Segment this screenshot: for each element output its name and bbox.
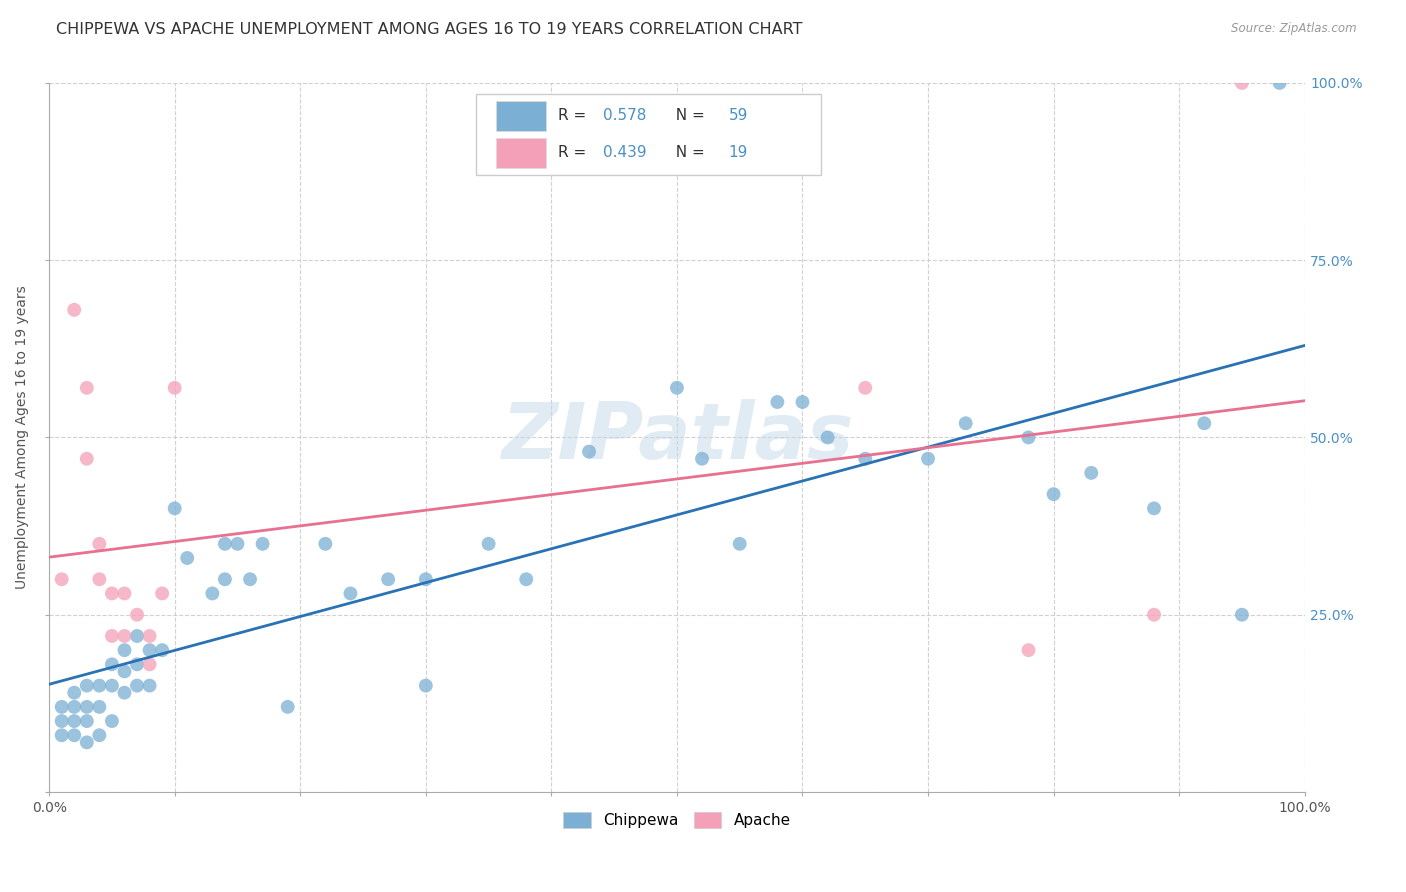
Point: [853, 451, 876, 466]
Point: [63, 699, 86, 714]
Point: [76, 699, 98, 714]
Point: [917, 451, 939, 466]
Point: [125, 657, 148, 672]
Point: [314, 537, 336, 551]
Point: [1017, 430, 1039, 444]
Point: [125, 629, 148, 643]
Point: [138, 657, 160, 672]
Point: [51, 572, 73, 586]
Text: ZIPatlas: ZIPatlas: [501, 400, 853, 475]
FancyBboxPatch shape: [496, 101, 547, 130]
Point: [89, 537, 111, 551]
Point: [76, 381, 98, 395]
Point: [1268, 76, 1291, 90]
Point: [1080, 466, 1102, 480]
Point: [252, 537, 274, 551]
Text: R =: R =: [558, 145, 591, 161]
Point: [1143, 501, 1166, 516]
Point: [101, 586, 124, 600]
Point: [101, 714, 124, 728]
Point: [1230, 607, 1253, 622]
Point: [339, 586, 361, 600]
Point: [226, 537, 249, 551]
Point: [114, 629, 136, 643]
Point: [138, 679, 160, 693]
Text: CHIPPEWA VS APACHE UNEMPLOYMENT AMONG AGES 16 TO 19 YEARS CORRELATION CHART: CHIPPEWA VS APACHE UNEMPLOYMENT AMONG AG…: [56, 22, 803, 37]
Point: [51, 699, 73, 714]
Text: 19: 19: [728, 145, 748, 161]
Text: 0.439: 0.439: [603, 145, 647, 161]
Point: [955, 417, 977, 431]
Point: [63, 714, 86, 728]
Point: [89, 728, 111, 742]
Point: [138, 643, 160, 657]
Point: [101, 657, 124, 672]
Point: [76, 735, 98, 749]
Point: [114, 686, 136, 700]
Text: Source: ZipAtlas.com: Source: ZipAtlas.com: [1232, 22, 1357, 36]
Point: [766, 395, 789, 409]
Point: [76, 451, 98, 466]
Point: [150, 643, 173, 657]
Text: 0.578: 0.578: [603, 108, 647, 123]
Text: 59: 59: [728, 108, 748, 123]
Point: [163, 501, 186, 516]
Point: [578, 444, 600, 458]
Point: [201, 586, 224, 600]
Point: [1017, 643, 1039, 657]
Point: [76, 679, 98, 693]
Point: [63, 728, 86, 742]
Point: [239, 572, 262, 586]
FancyBboxPatch shape: [496, 138, 547, 168]
Text: R =: R =: [558, 108, 591, 123]
Point: [728, 537, 751, 551]
Point: [114, 643, 136, 657]
Point: [101, 679, 124, 693]
Point: [125, 607, 148, 622]
Point: [89, 679, 111, 693]
Point: [51, 714, 73, 728]
Point: [1230, 76, 1253, 90]
Point: [277, 699, 299, 714]
Point: [377, 572, 399, 586]
Point: [478, 537, 501, 551]
Point: [214, 537, 236, 551]
Point: [853, 381, 876, 395]
Point: [76, 714, 98, 728]
Point: [415, 679, 437, 693]
Point: [138, 629, 160, 643]
Point: [415, 572, 437, 586]
Point: [101, 629, 124, 643]
Point: [1143, 607, 1166, 622]
Point: [125, 679, 148, 693]
Point: [163, 381, 186, 395]
Point: [114, 665, 136, 679]
Point: [51, 728, 73, 742]
Point: [690, 451, 713, 466]
Text: N =: N =: [665, 108, 709, 123]
Legend: Chippewa, Apache: Chippewa, Apache: [557, 805, 797, 834]
Text: N =: N =: [665, 145, 709, 161]
Point: [150, 586, 173, 600]
Point: [817, 430, 839, 444]
Point: [1194, 417, 1216, 431]
Point: [515, 572, 537, 586]
Point: [1042, 487, 1064, 501]
Point: [214, 572, 236, 586]
Point: [63, 686, 86, 700]
Point: [114, 586, 136, 600]
Point: [89, 699, 111, 714]
Point: [792, 395, 814, 409]
Point: [89, 572, 111, 586]
Point: [176, 551, 198, 566]
Point: [665, 381, 688, 395]
Y-axis label: Unemployment Among Ages 16 to 19 years: Unemployment Among Ages 16 to 19 years: [15, 285, 30, 590]
Point: [63, 302, 86, 317]
FancyBboxPatch shape: [477, 94, 821, 175]
